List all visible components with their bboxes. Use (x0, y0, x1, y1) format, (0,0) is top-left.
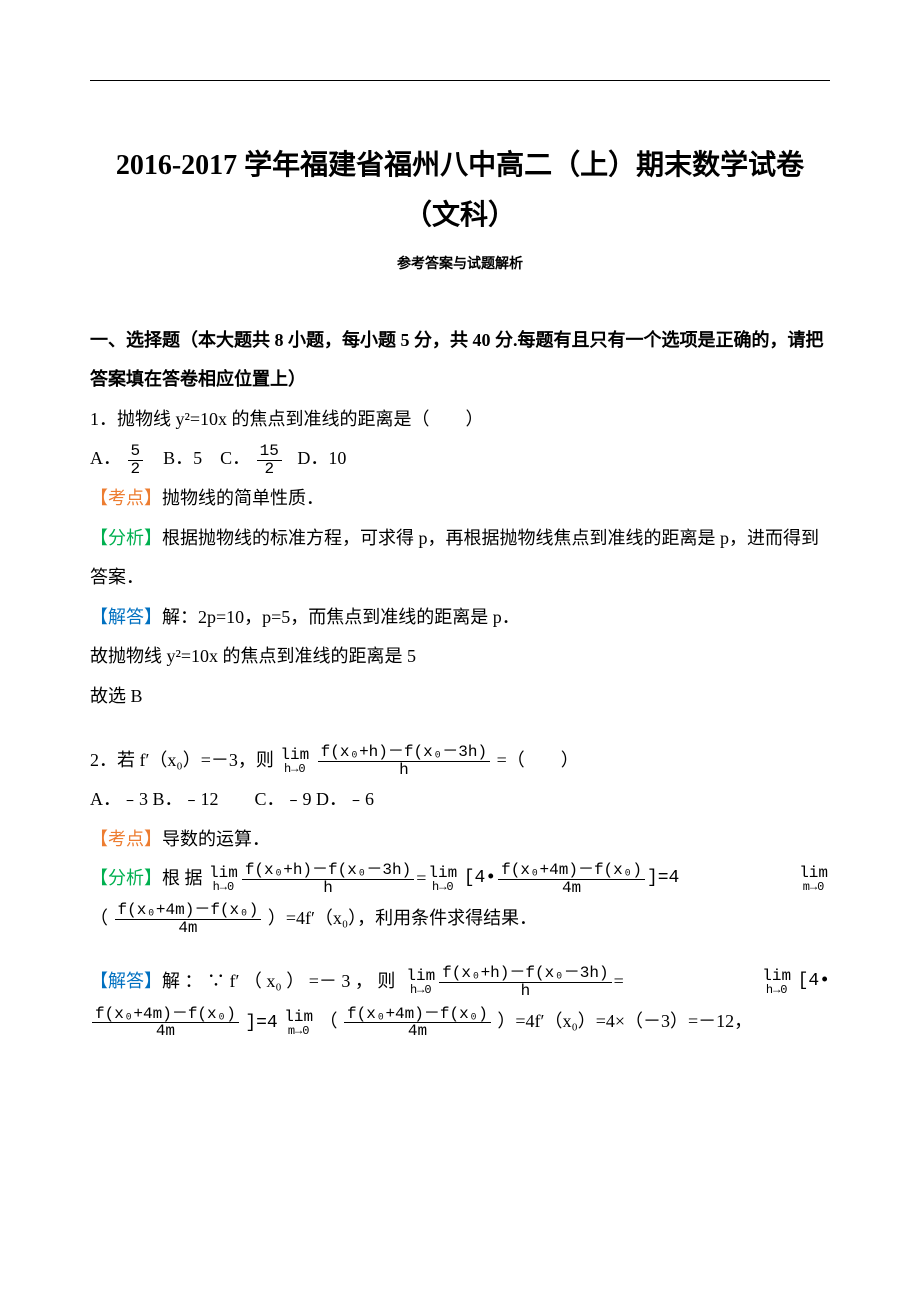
q1-kaodian: 抛物线的简单性质． (162, 488, 324, 508)
q2-stem-post: =（ ） (497, 750, 579, 770)
lim-bot: h→0 (762, 984, 791, 996)
q1-jieda-line3: 故选 B (90, 677, 830, 717)
q1-fenxi: 根据抛物线的标准方程，可求得 p，再根据抛物线焦点到准线的距离是 p，进而得到答… (90, 528, 819, 588)
lim-bot: m→0 (799, 881, 828, 893)
spacer (90, 717, 830, 741)
bracket-close: ]=4 (647, 859, 679, 899)
lim-bot: h→0 (406, 984, 435, 996)
frac: f(x₀+h)－f(x₀－3h) h (242, 862, 414, 897)
eq: = (614, 962, 624, 1002)
q2-main-frac: f(x₀+h)－f(x₀－3h) h (318, 744, 490, 779)
page-title: 2016-2017 学年福建省福州八中高二（上）期末数学试卷 （文科） (90, 141, 830, 242)
lim-h: lim h→0 (280, 747, 309, 775)
kaodian-label: 【考点】 (90, 488, 162, 508)
q1-opt-d: D．10 (297, 448, 346, 468)
frac-den: h (439, 983, 611, 1000)
q2-jieda-line1: 【解答】 解 ： ∵ f′ （ x₀ ） =－ 3 ， 则 lim h→0 f(… (90, 962, 830, 1002)
frac-den: 4m (344, 1023, 491, 1040)
eq: = (416, 859, 426, 899)
q1-opt-a-pre: A． (90, 448, 121, 468)
frac-den: 2 (128, 461, 144, 478)
lim-bot: h→0 (280, 763, 309, 775)
lim-top: lim (762, 968, 791, 984)
frac-den: 4m (92, 1023, 239, 1040)
frac-num: f(x₀+h)－f(x₀－3h) (439, 965, 611, 983)
jieda-label: 【解答】 (90, 962, 162, 1002)
lim-top: lim (428, 865, 457, 881)
q1-kaodian-line: 【考点】抛物线的简单性质． (90, 479, 830, 519)
q2-stem-pre: 2．若 f′（x₀）=－3，则 (90, 750, 274, 770)
q1-jieda-line1: 【解答】解：2p=10，p=5，而焦点到准线的距离是 p． (90, 598, 830, 638)
frac-den: 4m (115, 920, 262, 937)
frac-num: f(x₀+h)－f(x₀－3h) (318, 744, 490, 762)
title-line1: 2016-2017 学年福建省福州八中高二（上）期末数学试卷 (116, 150, 804, 181)
kaodian-label: 【考点】 (90, 829, 162, 849)
page-subtitle: 参考答案与试题解析 (90, 250, 830, 281)
lim-h: lim h→0 (406, 968, 435, 996)
q1-options: A． 5 2 B．5 C． 15 2 D．10 (90, 439, 830, 479)
top-rule (90, 80, 830, 81)
lim-top: lim (209, 865, 238, 881)
q1-jieda-l1: 解：2p=10，p=5，而焦点到准线的距离是 p． (162, 607, 520, 627)
q2-fenxi-line1: 【分析】 根 据 lim h→0 f(x₀+h)－f(x₀－3h) h = li… (90, 859, 830, 899)
lim-bot: m→0 (284, 1025, 313, 1037)
frac-num: f(x₀+4m)－f(x₀) (92, 1006, 239, 1024)
lim-top: lim (284, 1009, 313, 1025)
bracket-close: ]=4 (245, 1013, 277, 1033)
frac-4m: f(x₀+4m)－f(x₀) 4m (498, 862, 645, 897)
fenxi-l2-post: ）=4f′（x₀），利用条件求得结果． (268, 908, 537, 928)
q2-fenxi-line2: （ f(x₀+4m)－f(x₀) 4m ）=4f′（x₀），利用条件求得结果． (90, 899, 830, 939)
lim-top: lim (406, 968, 435, 984)
frac-4m: f(x₀+4m)－f(x₀) 4m (92, 1006, 239, 1041)
frac-num: f(x₀+4m)－f(x₀) (344, 1006, 491, 1024)
q1-jieda-line2: 故抛物线 y²=10x 的焦点到准线的距离是 5 (90, 637, 830, 677)
lim-h: lim h→0 (762, 968, 791, 996)
q1-opt-c-pre: C． (220, 448, 250, 468)
frac: f(x₀+h)－f(x₀－3h) h (439, 965, 611, 1000)
paren-open: （ (90, 908, 108, 928)
section-heading: 一、选择题（本大题共 8 小题，每小题 5 分，共 40 分.每题有且只有一个选… (90, 321, 830, 400)
title-line2: （文科） (404, 200, 516, 231)
frac-4m: f(x₀+4m)－f(x₀) 4m (115, 902, 262, 937)
lim-top: lim (799, 865, 828, 881)
spacer (90, 938, 830, 962)
fenxi-label: 【分析】 (90, 528, 162, 548)
q1-stem: 1．抛物线 y²=10x 的焦点到准线的距离是（ ） (90, 400, 830, 440)
q2-kaodian: 导数的运算． (162, 829, 270, 849)
frac-den: h (242, 880, 414, 897)
frac-num: f(x₀+4m)－f(x₀) (498, 862, 645, 880)
q1-opt-a-frac: 5 2 (128, 443, 144, 478)
frac-den: h (318, 762, 490, 779)
lim-m-right: lim m→0 (799, 865, 828, 893)
lim-top: lim (280, 747, 309, 763)
jieda-label: 【解答】 (90, 607, 162, 627)
lim-bot: h→0 (428, 881, 457, 893)
lim-h: lim h→0 (209, 865, 238, 893)
q1-opt-b: B．5 (163, 448, 202, 468)
q1-fenxi-line: 【分析】根据抛物线的标准方程，可求得 p，再根据抛物线焦点到准线的距离是 p，进… (90, 519, 830, 598)
q2-options: A．﹣3 B．﹣12 C．﹣9 D．﹣6 (90, 780, 830, 820)
q1-opt-c-frac: 15 2 (257, 443, 282, 478)
jieda-end: ）=4f′（x₀）=4×（－3）=－12， (497, 1011, 752, 1031)
frac-den: 2 (257, 461, 282, 478)
q2-fenxi-pre: 根 据 (162, 859, 203, 899)
frac-num: f(x₀+h)－f(x₀－3h) (242, 862, 414, 880)
bracket-open: [4• (798, 962, 830, 1002)
frac-num: 5 (128, 443, 144, 461)
frac-num: 15 (257, 443, 282, 461)
bracket-open: [4• (464, 859, 496, 899)
q2-jieda-pre: 解 ： ∵ f′ （ x₀ ） =－ 3 ， 则 (162, 962, 395, 1002)
q2-stem: 2．若 f′（x₀）=－3，则 lim h→0 f(x₀+h)－f(x₀－3h)… (90, 741, 830, 781)
paren-open: （ (320, 1011, 338, 1031)
lim-m: lim m→0 (284, 1009, 313, 1037)
lim-bot: h→0 (209, 881, 238, 893)
q2-jieda-line2: f(x₀+4m)－f(x₀) 4m ]=4 lim m→0 （ f(x₀+4m)… (90, 1002, 830, 1044)
lim-h: lim h→0 (428, 865, 457, 893)
frac-4m: f(x₀+4m)－f(x₀) 4m (344, 1006, 491, 1041)
frac-num: f(x₀+4m)－f(x₀) (115, 902, 262, 920)
frac-den: 4m (498, 880, 645, 897)
fenxi-label: 【分析】 (90, 859, 162, 899)
q2-kaodian-line: 【考点】导数的运算． (90, 820, 830, 860)
